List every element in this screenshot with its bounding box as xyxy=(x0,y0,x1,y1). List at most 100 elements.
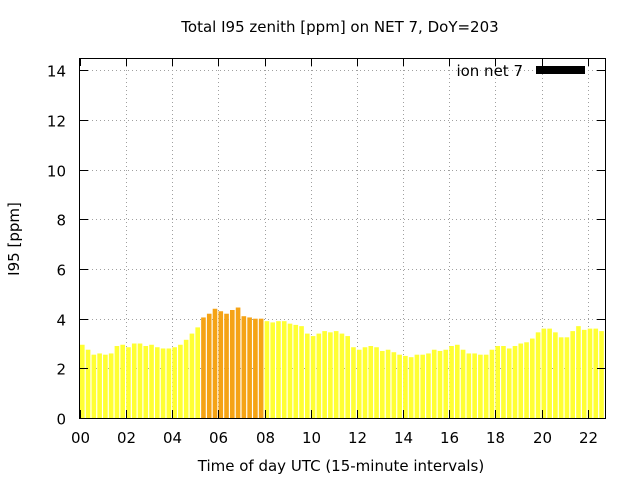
bar xyxy=(535,332,541,418)
bar xyxy=(80,344,85,418)
bar xyxy=(131,343,137,418)
bar xyxy=(587,328,593,418)
bar xyxy=(247,317,252,418)
plot-border xyxy=(79,58,606,419)
y-tick-label: 8 xyxy=(56,212,66,230)
bar xyxy=(478,354,483,418)
bar xyxy=(431,349,437,418)
bar xyxy=(328,332,333,418)
bar xyxy=(299,326,304,418)
bar xyxy=(570,331,575,418)
y-tick-labels: 0 2 4 6 8 10 12 14 xyxy=(47,63,66,429)
bar xyxy=(155,347,160,418)
bar xyxy=(362,347,368,418)
bar xyxy=(85,349,91,418)
bar xyxy=(195,327,200,418)
bar xyxy=(380,350,385,418)
bar xyxy=(230,310,235,418)
bar xyxy=(241,316,247,418)
x-tick-labels: 00 02 04 06 08 10 12 14 16 18 20 22 xyxy=(71,429,598,447)
x-tick-label: 22 xyxy=(579,429,598,447)
bar xyxy=(564,337,570,418)
y-tick-label: 0 xyxy=(56,411,66,429)
bar xyxy=(483,354,489,418)
bar xyxy=(408,357,414,418)
bar xyxy=(437,350,443,418)
y-tick-label: 10 xyxy=(47,163,66,181)
bar xyxy=(316,333,322,418)
bar xyxy=(368,346,374,418)
bars xyxy=(80,307,604,418)
bar xyxy=(385,349,391,418)
x-tick-label: 20 xyxy=(533,429,552,447)
bar xyxy=(397,354,402,418)
legend: ion net 7 xyxy=(456,62,585,80)
bar xyxy=(518,343,524,418)
x-tick-label: 18 xyxy=(486,429,505,447)
chart-title: Total I95 zenith [ppm] on NET 7, DoY=203 xyxy=(180,18,498,36)
bar xyxy=(524,342,529,418)
bar xyxy=(339,333,345,418)
bar xyxy=(593,328,599,418)
bar xyxy=(172,347,177,418)
bar xyxy=(460,349,466,418)
y-tick-label: 12 xyxy=(47,113,66,131)
bar xyxy=(201,317,206,418)
bar xyxy=(443,349,449,418)
bar xyxy=(530,338,535,418)
bar xyxy=(426,353,431,418)
bar xyxy=(166,348,172,418)
bar xyxy=(581,329,587,418)
x-tick-label: 16 xyxy=(440,429,459,447)
bar xyxy=(235,307,241,418)
bar xyxy=(305,333,310,418)
bar xyxy=(114,346,120,418)
bar xyxy=(512,346,518,418)
bar xyxy=(495,346,500,418)
bar xyxy=(270,322,275,418)
bar xyxy=(403,355,408,418)
x-tick-label: 10 xyxy=(302,429,321,447)
bar xyxy=(506,348,512,418)
bar xyxy=(126,347,131,418)
bar xyxy=(501,346,506,418)
bar xyxy=(449,346,454,418)
bar xyxy=(414,354,420,418)
bar xyxy=(160,348,166,418)
y-tick-label: 2 xyxy=(56,361,66,379)
bar xyxy=(558,337,564,418)
bar xyxy=(212,308,218,418)
bar xyxy=(276,321,281,418)
bar xyxy=(281,321,287,418)
bar xyxy=(97,353,102,418)
bar xyxy=(293,324,299,418)
y-tick-label: 4 xyxy=(56,312,66,330)
bar xyxy=(137,343,143,418)
x-tick-label: 00 xyxy=(71,429,90,447)
x-tick-label: 12 xyxy=(348,429,367,447)
bar xyxy=(351,347,356,418)
bar xyxy=(391,352,397,418)
bar xyxy=(287,323,293,418)
bar xyxy=(553,332,558,418)
bar xyxy=(547,328,552,418)
bar xyxy=(224,313,229,418)
bar xyxy=(576,326,581,418)
bar xyxy=(149,344,154,418)
bar xyxy=(455,344,460,418)
bar xyxy=(489,349,495,418)
bar xyxy=(356,349,362,418)
bar xyxy=(345,336,350,418)
x-tick-label: 08 xyxy=(256,429,275,447)
x-tick-label: 06 xyxy=(209,429,228,447)
y-axis-label: I95 [ppm] xyxy=(5,202,23,276)
bar xyxy=(108,353,114,418)
bar xyxy=(541,328,547,418)
y-tick-label: 14 xyxy=(47,63,66,81)
bar xyxy=(322,331,327,418)
bar xyxy=(472,353,477,418)
bar xyxy=(189,333,195,418)
legend-label: ion net 7 xyxy=(456,62,523,80)
bar xyxy=(253,318,258,418)
